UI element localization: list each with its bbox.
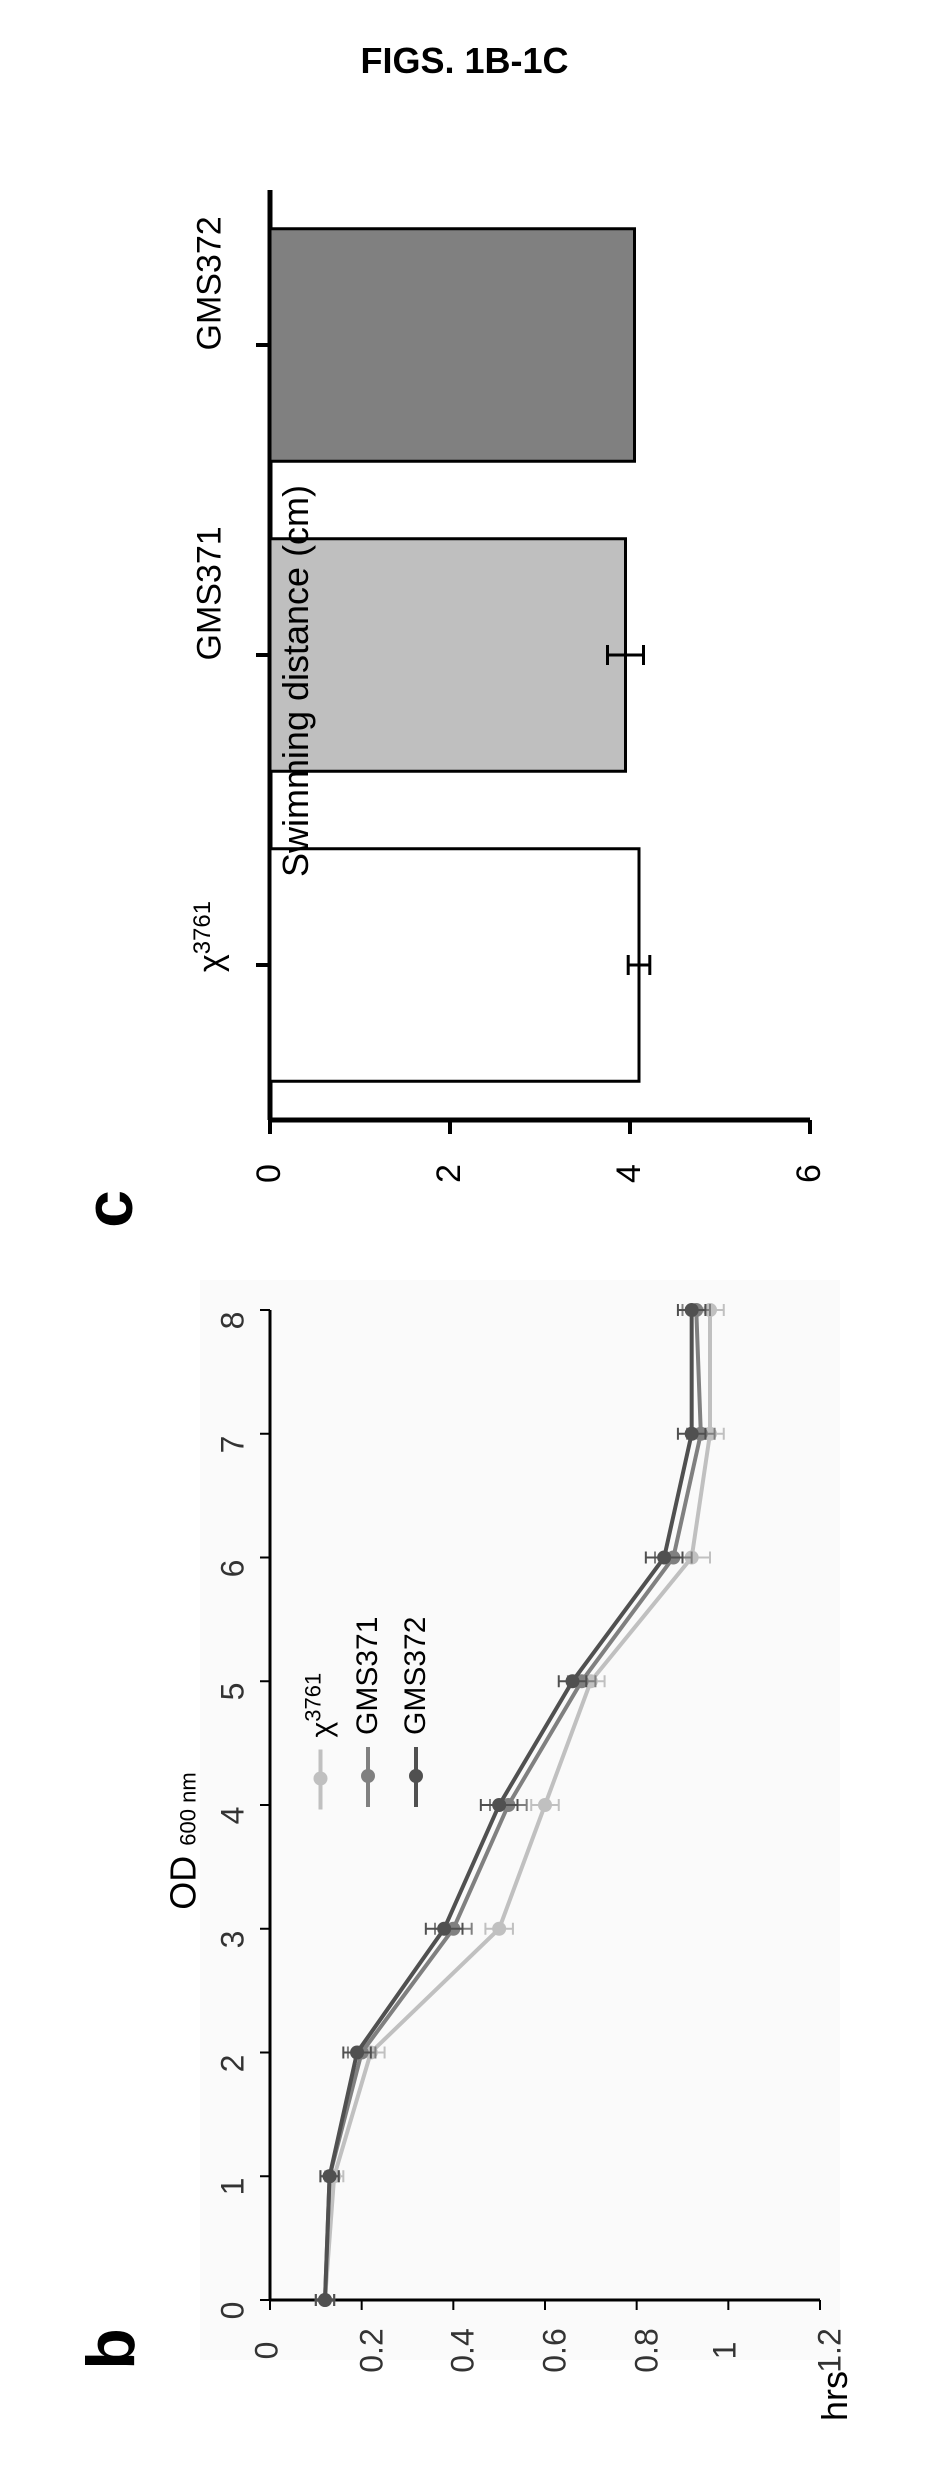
ylabel-main: OD: [163, 1856, 204, 1910]
ylabel-sub: 600 nm: [176, 1772, 201, 1845]
tick-hrs: 1: [214, 2178, 251, 2196]
line-chart: [200, 1280, 840, 2360]
axis-label-od: OD 600 nm: [163, 1772, 205, 1909]
tick-distance: 2: [430, 1164, 469, 1183]
panel-label-b: b: [72, 2328, 150, 2370]
tick-od: 1: [707, 2342, 744, 2360]
tick-hrs: 6: [214, 1559, 251, 1577]
legend-item: GMS371: [351, 1617, 385, 1807]
tick-od: 1.2: [812, 2328, 849, 2372]
tick-hrs: 2: [214, 2054, 251, 2072]
line-chart-svg: [200, 1280, 840, 2360]
legend-item: χ3761: [301, 1673, 340, 1810]
tick-distance: 6: [790, 1164, 829, 1183]
category-label: GMS372: [191, 216, 230, 350]
axis-label-hrs: hrs: [814, 2371, 856, 2421]
tick-od: 0.4: [445, 2328, 482, 2372]
category-label: GMS371: [191, 526, 230, 660]
tick-hrs: 8: [214, 1312, 251, 1330]
tick-hrs: 0: [214, 2302, 251, 2320]
tick-od: 0.8: [628, 2328, 665, 2372]
tick-hrs: 7: [214, 1435, 251, 1453]
tick-hrs: 3: [214, 1930, 251, 1948]
tick-od: 0.2: [353, 2328, 390, 2372]
tick-od: 0.6: [537, 2328, 574, 2372]
category-label: χ3761: [189, 901, 231, 972]
tick-od: 0: [248, 2342, 285, 2360]
tick-distance: 0: [250, 1164, 289, 1183]
legend-item: GMS372: [399, 1617, 433, 1807]
tick-hrs: 5: [214, 1683, 251, 1701]
tick-distance: 4: [610, 1164, 649, 1183]
axis-label-swimming: Swimming distance (cm): [275, 485, 317, 877]
panel-label-c: c: [70, 1190, 148, 1228]
figure-title: FIGS. 1B-1C: [360, 40, 568, 82]
tick-hrs: 4: [214, 1807, 251, 1825]
